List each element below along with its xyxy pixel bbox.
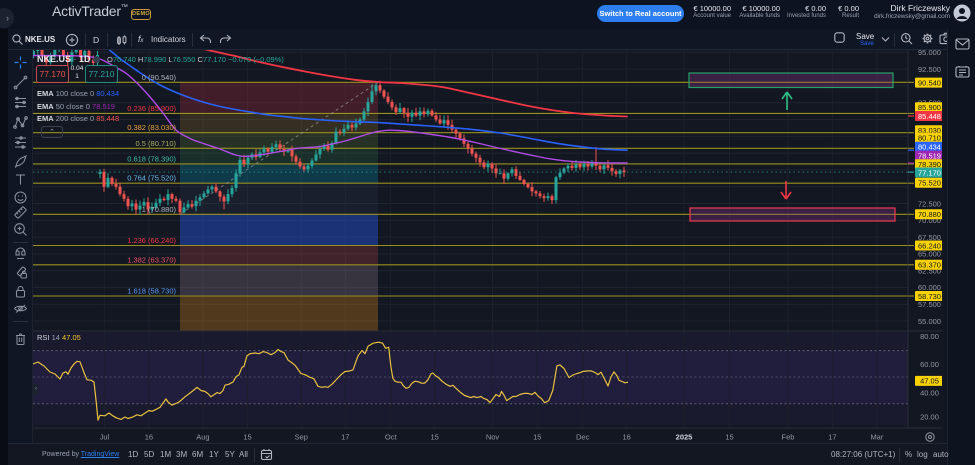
svg-text:92.500: 92.500	[918, 65, 941, 74]
svg-text:15: 15	[533, 433, 541, 442]
svg-text:70.000: 70.000	[918, 216, 941, 225]
svg-text:Jul: Jul	[100, 433, 110, 442]
svg-text:78.390: 78.390	[918, 160, 941, 169]
svg-text:Sep: Sep	[295, 433, 308, 442]
svg-text:55.000: 55.000	[918, 317, 941, 326]
svg-text:15: 15	[243, 433, 251, 442]
svg-text:0.618 (78.390): 0.618 (78.390)	[127, 154, 176, 163]
svg-text:20.00: 20.00	[920, 413, 939, 422]
svg-text:Mar: Mar	[870, 433, 883, 442]
svg-text:0.382 (83.030): 0.382 (83.030)	[127, 123, 176, 132]
svg-text:70.880: 70.880	[918, 210, 941, 219]
svg-text:0.764 (75.520): 0.764 (75.520)	[127, 174, 176, 183]
svg-text:Feb: Feb	[782, 433, 795, 442]
svg-text:66.240: 66.240	[918, 241, 941, 250]
svg-text:0.5 (80.710): 0.5 (80.710)	[136, 139, 177, 148]
svg-text:72.500: 72.500	[918, 199, 941, 208]
svg-text:67.500: 67.500	[918, 233, 941, 242]
svg-text:0 (90.540): 0 (90.540)	[142, 73, 177, 82]
svg-text:Nov: Nov	[486, 433, 500, 442]
svg-text:77.170: 77.170	[918, 168, 941, 177]
svg-text:1.236 (66.240): 1.236 (66.240)	[127, 236, 176, 245]
svg-text:62.500: 62.500	[918, 266, 941, 275]
svg-text:60.000: 60.000	[918, 283, 941, 292]
svg-text:60.00: 60.00	[920, 360, 939, 369]
svg-text:Aug: Aug	[196, 433, 209, 442]
svg-text:78.519: 78.519	[918, 151, 941, 160]
svg-text:Dec: Dec	[576, 433, 590, 442]
svg-text:17: 17	[341, 433, 349, 442]
svg-text:15: 15	[431, 433, 439, 442]
svg-text:85.448: 85.448	[918, 112, 941, 121]
svg-text:83.030: 83.030	[918, 126, 941, 135]
svg-text:17: 17	[828, 433, 836, 442]
svg-text:0.236 (85.900): 0.236 (85.900)	[127, 104, 176, 113]
svg-text:63.370: 63.370	[918, 261, 941, 270]
svg-text:47.05: 47.05	[920, 377, 939, 386]
svg-text:80.434: 80.434	[918, 143, 941, 152]
svg-text:15: 15	[725, 433, 733, 442]
svg-text:1 (70.880): 1 (70.880)	[142, 205, 177, 214]
svg-text:1.382 (63.370): 1.382 (63.370)	[127, 255, 176, 264]
svg-text:2025: 2025	[676, 433, 693, 442]
svg-text:57.500: 57.500	[918, 300, 941, 309]
svg-text:95.000: 95.000	[918, 50, 941, 57]
svg-text:80.00: 80.00	[920, 332, 939, 341]
svg-text:85.900: 85.900	[918, 103, 941, 112]
svg-text:16: 16	[623, 433, 631, 442]
svg-text:75.520: 75.520	[918, 179, 941, 188]
svg-text:65.000: 65.000	[918, 250, 941, 259]
svg-text:90.540: 90.540	[918, 78, 941, 87]
svg-text:40.00: 40.00	[920, 389, 939, 398]
svg-text:80.710: 80.710	[918, 134, 941, 143]
svg-text:58.730: 58.730	[918, 292, 941, 301]
svg-text:1.618 (58.730): 1.618 (58.730)	[127, 287, 176, 296]
svg-text:16: 16	[145, 433, 153, 442]
svg-text:Oct: Oct	[385, 433, 398, 442]
